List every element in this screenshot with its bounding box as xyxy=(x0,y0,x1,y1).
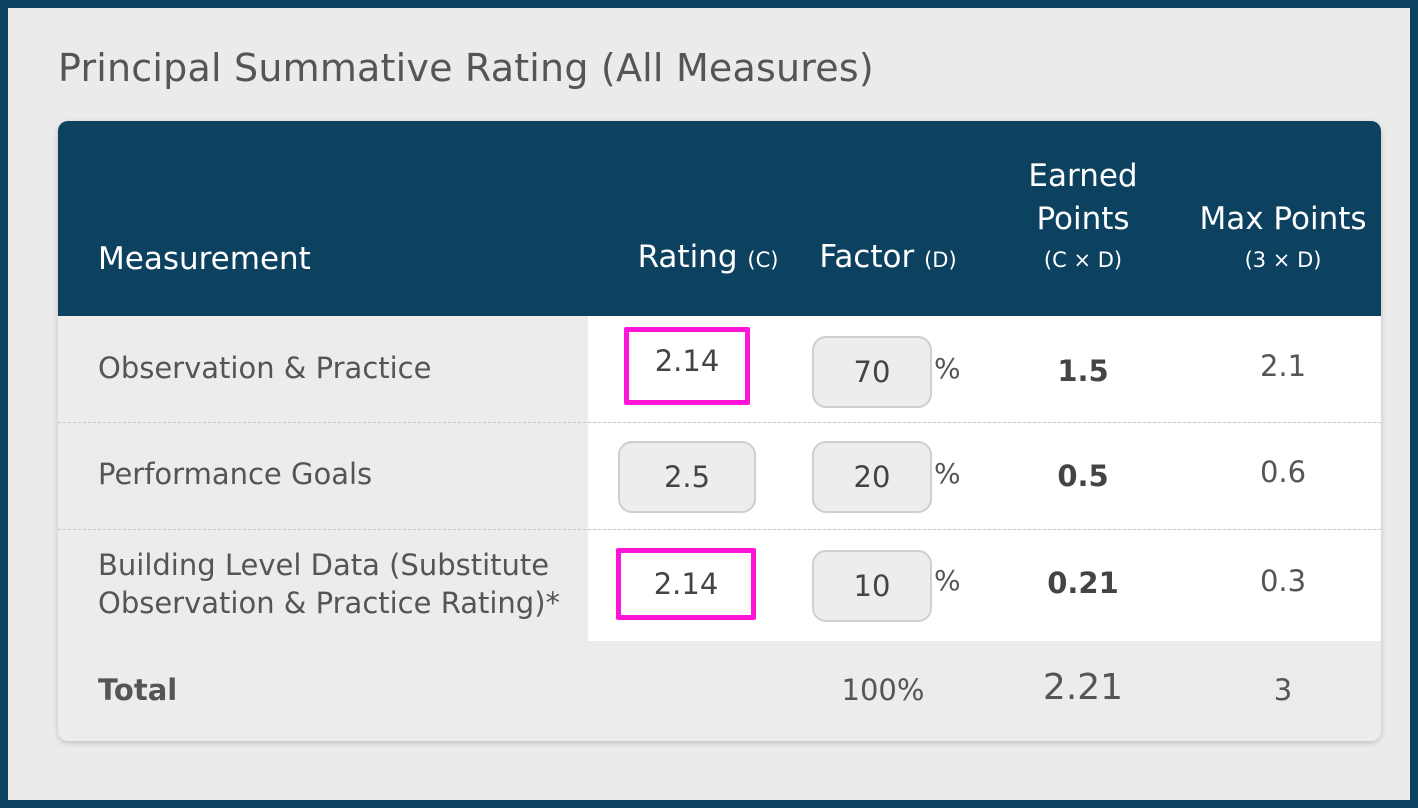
table-row: Observation & Practice 2.14 70 % 1.5 2.1 xyxy=(58,316,1381,423)
row-label: Performance Goals xyxy=(98,457,373,491)
table-header: Measurement Rating (C) Factor (D) Earned… xyxy=(58,121,1381,316)
header-rating-sub: (C) xyxy=(747,248,779,272)
header-factor-sub: (D) xyxy=(924,248,957,272)
header-factor: Factor (D) xyxy=(778,239,998,275)
max-points-value: 0.3 xyxy=(1259,564,1307,598)
percent-sign: % xyxy=(934,457,961,490)
percent-sign: % xyxy=(934,564,961,597)
header-max-sub: (3 × D) xyxy=(1244,248,1322,272)
total-max-points: 3 xyxy=(1273,673,1293,707)
row-label: Observation & Practice xyxy=(98,351,432,385)
max-points-value: 0.6 xyxy=(1259,455,1307,489)
factor-input[interactable]: 70 xyxy=(812,336,932,408)
table-row: Performance Goals 2.5 20 % 0.5 0.6 xyxy=(58,423,1381,530)
header-max-label: Max Points xyxy=(1199,201,1367,237)
header-rating-label: Rating xyxy=(637,239,738,275)
rating-table: Measurement Rating (C) Factor (D) Earned… xyxy=(58,121,1381,741)
header-rating: Rating (C) xyxy=(588,239,828,275)
row-label: Building Level Data (Substitute Observat… xyxy=(98,548,561,620)
table-row: Building Level Data (Substitute Observat… xyxy=(58,530,1381,642)
header-measurement: Measurement xyxy=(98,241,311,277)
max-points-value: 2.1 xyxy=(1259,349,1307,383)
total-label: Total xyxy=(98,673,178,707)
earned-points-value: 0.21 xyxy=(1047,566,1119,600)
rating-input[interactable]: 2.5 xyxy=(618,441,756,513)
header-max-points: Max Points (3 × D) xyxy=(1183,198,1381,273)
rating-input[interactable]: 2.14 xyxy=(624,327,750,405)
factor-input[interactable]: 10 xyxy=(812,550,932,622)
header-earned-sub: (C × D) xyxy=(1043,248,1123,272)
earned-points-value: 0.5 xyxy=(1057,459,1109,493)
total-row: Total 100% 2.21 3 xyxy=(58,641,1381,741)
header-earned-line2: Points xyxy=(1036,201,1130,237)
percent-sign: % xyxy=(934,352,961,385)
earned-points-value: 1.5 xyxy=(1057,354,1109,388)
header-earned-line1: Earned xyxy=(1028,158,1138,194)
header-earned-points: Earned Points (C × D) xyxy=(983,155,1183,273)
rating-input[interactable]: 2.14 xyxy=(616,548,756,620)
factor-input[interactable]: 20 xyxy=(812,441,932,513)
page-title: Principal Summative Rating (All Measures… xyxy=(58,46,874,90)
total-factor: 100% xyxy=(841,673,925,707)
summative-rating-panel: Principal Summative Rating (All Measures… xyxy=(8,8,1410,800)
total-earned-points: 2.21 xyxy=(1042,667,1124,708)
header-factor-label: Factor xyxy=(819,239,915,275)
